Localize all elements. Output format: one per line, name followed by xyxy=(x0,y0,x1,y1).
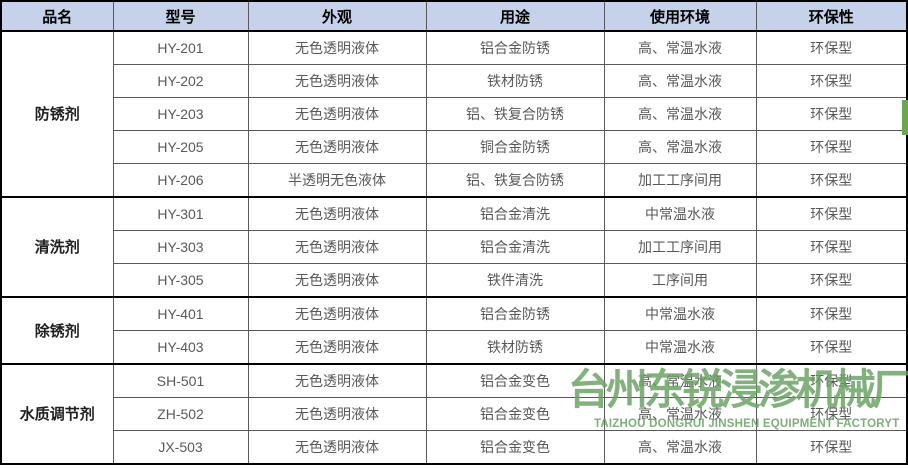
cell-eco: 环保型 xyxy=(755,363,908,398)
cell-eco: 环保型 xyxy=(755,196,908,231)
cell-usage: 铝、铁复合防锈 xyxy=(425,96,605,131)
table-row: 除锈剂 HY-401 无色透明液体 铝合金防锈 中常温水液 环保型 xyxy=(0,296,908,365)
column-header-2: 外观 xyxy=(247,0,427,32)
cell-model: HY-206 xyxy=(112,162,249,198)
table-row: HY-203 无色透明液体 铝、铁复合防锈 高、常温水液 环保型 xyxy=(1,96,908,131)
cell-eco: 环保型 xyxy=(755,329,908,365)
cell-appearance: 无色透明液体 xyxy=(247,96,427,131)
cell-appearance: 无色透明液体 xyxy=(247,296,427,331)
cell-eco: 环保型 xyxy=(755,129,908,164)
category-cell: 水质调节剂 xyxy=(0,363,114,466)
header-row: 品名 型号 外观 用途 使用环境 环保性 xyxy=(0,0,908,32)
cell-appearance: 无色透明液体 xyxy=(247,30,427,66)
cell-model: HY-303 xyxy=(112,229,249,264)
table-row: HY-206 半透明无色液体 铝、铁复合防锈 加工工序间用 环保型 xyxy=(1,162,908,198)
cell-model: JX-503 xyxy=(112,429,249,465)
table-row: HY-303 无色透明液体 铝合金清洗 加工工序间用 环保型 xyxy=(1,229,908,264)
column-header-0: 品名 xyxy=(0,0,114,32)
table-row: HY-305 无色透明液体 铁件清洗 工序间用 环保型 xyxy=(1,262,908,298)
cell-appearance: 无色透明液体 xyxy=(247,196,427,231)
cell-appearance: 无色透明液体 xyxy=(247,229,427,264)
table-row: 水质调节剂 SH-501 无色透明液体 铝合金变色 高、常温水液 环保型 xyxy=(0,363,908,466)
cell-model: HY-203 xyxy=(112,96,249,131)
cell-environment: 加工工序间用 xyxy=(603,229,757,264)
category-cell: 除锈剂 xyxy=(0,296,114,365)
cell-eco: 环保型 xyxy=(755,162,908,198)
cell-environment: 高、常温水液 xyxy=(603,429,757,465)
cell-environment: 中常温水液 xyxy=(603,329,757,365)
cell-environment: 高、常温水液 xyxy=(603,30,757,66)
cell-usage: 铝合金变色 xyxy=(425,429,605,465)
cell-usage: 铝合金清洗 xyxy=(425,196,605,231)
cell-eco: 环保型 xyxy=(755,64,908,98)
cell-model: HY-201 xyxy=(112,30,249,66)
table-row: HY-202 无色透明液体 铁材防锈 高、常温水液 环保型 xyxy=(1,64,908,98)
cell-eco: 环保型 xyxy=(755,96,908,131)
cell-appearance: 无色透明液体 xyxy=(247,429,427,465)
cell-eco: 环保型 xyxy=(755,396,908,431)
cell-eco: 环保型 xyxy=(755,229,908,264)
cell-model: ZH-502 xyxy=(112,396,249,431)
cell-model: HY-301 xyxy=(112,196,249,231)
cell-model: HY-205 xyxy=(112,129,249,164)
cell-environment: 高、常温水液 xyxy=(603,96,757,131)
column-header-4: 使用环境 xyxy=(603,0,757,32)
cell-model: SH-501 xyxy=(112,363,249,398)
cell-model: HY-305 xyxy=(112,262,249,298)
table-row: 防锈剂 HY-201 无色透明液体 铝合金防锈 高、常温水液 环保型 xyxy=(0,30,908,198)
table-row: HY-403 无色透明液体 铁材防锈 中常温水液 环保型 xyxy=(1,329,908,365)
cell-appearance: 无色透明液体 xyxy=(247,329,427,365)
cell-environment: 高、常温水液 xyxy=(603,64,757,98)
cell-eco: 环保型 xyxy=(755,30,908,66)
cell-usage: 铝合金变色 xyxy=(425,363,605,398)
table-row: ZH-502 无色透明液体 铝合金变色 高、常温水液 环保型 xyxy=(1,396,908,431)
cell-appearance: 无色透明液体 xyxy=(247,262,427,298)
cell-environment: 加工工序间用 xyxy=(603,162,757,198)
cell-usage: 铝合金清洗 xyxy=(425,229,605,264)
column-header-5: 环保性 xyxy=(755,0,908,32)
category-cell: 清洗剂 xyxy=(0,196,114,298)
table-row: JX-503 无色透明液体 铝合金变色 高、常温水液 环保型 xyxy=(1,429,908,465)
table-row: 清洗剂 HY-301 无色透明液体 铝合金清洗 中常温水液 环保型 xyxy=(0,196,908,298)
cell-appearance: 半透明无色液体 xyxy=(247,162,427,198)
cell-usage: 铝合金防锈 xyxy=(425,296,605,331)
cell-usage: 铁材防锈 xyxy=(425,329,605,365)
category-cell: 防锈剂 xyxy=(0,30,114,198)
cell-model: HY-403 xyxy=(112,329,249,365)
cell-appearance: 无色透明液体 xyxy=(247,129,427,164)
cell-model: HY-401 xyxy=(112,296,249,331)
cell-usage: 铁材防锈 xyxy=(425,64,605,98)
cell-usage: 铁件清洗 xyxy=(425,262,605,298)
cell-environment: 高、常温水液 xyxy=(603,129,757,164)
cell-appearance: 无色透明液体 xyxy=(247,363,427,398)
cell-usage: 铝合金防锈 xyxy=(425,30,605,66)
cell-usage: 铝合金变色 xyxy=(425,396,605,431)
cell-eco: 环保型 xyxy=(755,429,908,465)
cell-appearance: 无色透明液体 xyxy=(247,64,427,98)
cell-environment: 中常温水液 xyxy=(603,296,757,331)
cell-appearance: 无色透明液体 xyxy=(247,396,427,431)
cell-eco: 环保型 xyxy=(755,296,908,331)
cell-environment: 高、常温水液 xyxy=(603,396,757,431)
cell-model: HY-202 xyxy=(112,64,249,98)
cell-environment: 工序间用 xyxy=(603,262,757,298)
column-header-3: 用途 xyxy=(425,0,605,32)
column-header-1: 型号 xyxy=(112,0,249,32)
green-scroll-indicator xyxy=(902,100,908,135)
cell-environment: 中常温水液 xyxy=(603,196,757,231)
cell-usage: 铝、铁复合防锈 xyxy=(425,162,605,198)
cell-usage: 铜合金防锈 xyxy=(425,129,605,164)
cell-environment: 高、常温水液 xyxy=(603,363,757,398)
table-row: HY-205 无色透明液体 铜合金防锈 高、常温水液 环保型 xyxy=(1,129,908,164)
cell-eco: 环保型 xyxy=(755,262,908,298)
